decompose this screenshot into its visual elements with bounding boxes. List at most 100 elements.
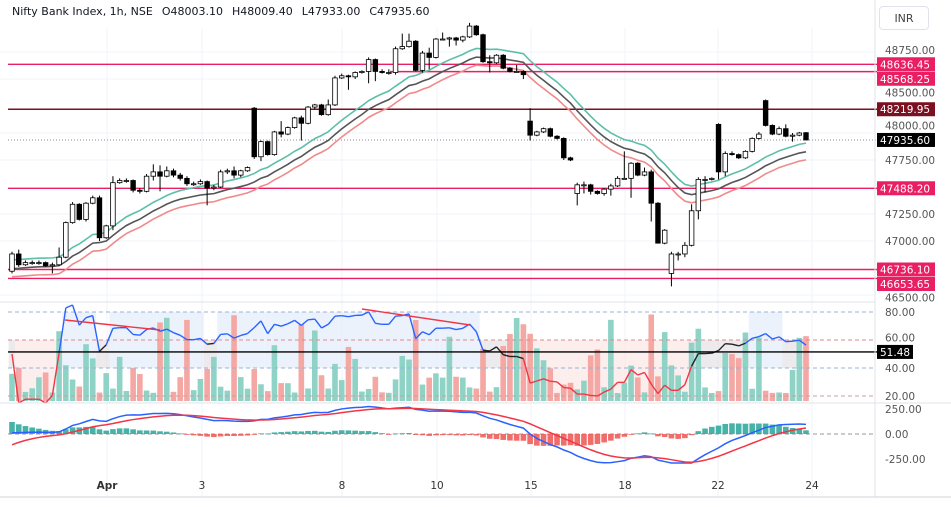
rsi-value-tag <box>877 344 913 359</box>
rsi-pane: 51.48 80.00 60.00 40.00 20.00 <box>8 304 915 404</box>
volume-bar <box>634 377 641 401</box>
volume-bar <box>137 374 143 401</box>
rsi-zone <box>109 312 117 368</box>
candle-up <box>446 37 453 40</box>
ma-fast-line <box>11 47 807 261</box>
macd-histogram-bar <box>298 431 305 434</box>
candle-up <box>722 153 728 173</box>
volume-bar <box>614 392 621 401</box>
candle-up <box>83 202 89 220</box>
candle-up <box>150 171 157 177</box>
macd-histogram-bar <box>137 430 143 434</box>
volume-bar <box>197 378 204 401</box>
volume-bar <box>285 383 291 401</box>
macd-histogram-bar <box>735 423 742 434</box>
candle-up <box>325 104 331 116</box>
rsi-line-segment <box>637 371 645 376</box>
candle-up <box>513 71 520 73</box>
volume-bar <box>480 348 486 401</box>
candle-up <box>110 182 116 227</box>
macd-histogram-bar <box>110 429 116 434</box>
rsi-line-segment <box>294 319 302 326</box>
candle-up <box>601 188 607 194</box>
macd-histogram-bar <box>359 431 365 434</box>
rsi-zone <box>176 312 184 368</box>
rsi-line-segment <box>731 343 739 347</box>
volume-bar <box>682 391 688 401</box>
macd-histogram-bar <box>695 431 702 434</box>
volume-bar <box>76 386 83 401</box>
volume-bar <box>796 337 803 401</box>
macd-histogram-bar <box>386 434 392 435</box>
macd-histogram-bar <box>22 426 29 434</box>
macd-histogram-bar <box>190 434 197 436</box>
volume-bar <box>338 380 345 401</box>
candle-up <box>702 179 708 181</box>
macd-histogram-bar <box>500 434 507 440</box>
rsi-line-segment <box>415 331 423 340</box>
macd-histogram-bar <box>493 434 500 440</box>
macd-histogram-bar <box>116 428 123 434</box>
price-tick-label: 48500.00 <box>885 87 935 99</box>
rsi-line-segment <box>543 378 551 382</box>
rsi-line-segment <box>240 332 248 337</box>
volume-bar <box>460 377 466 401</box>
candle-down <box>251 107 257 158</box>
volume-bar <box>776 392 782 401</box>
macd-histogram-bar <box>399 433 406 435</box>
candle-up <box>574 184 580 194</box>
macd-line <box>11 405 807 464</box>
rsi-line-segment <box>630 369 639 376</box>
candle-down <box>16 253 22 266</box>
macd-histogram-bar <box>507 434 513 441</box>
rsi-zone <box>654 340 662 396</box>
candle-up <box>709 177 715 180</box>
rsi-tick-label: 20.00 <box>885 391 915 403</box>
rsi-line-segment <box>563 386 571 389</box>
volume-bar <box>103 373 110 401</box>
candle-down <box>413 40 419 71</box>
macd-histogram-bar <box>641 432 648 434</box>
rsi-zone <box>634 340 642 396</box>
rsi-line-segment <box>11 353 20 404</box>
rsi-tick-label: 40.00 <box>885 363 915 375</box>
macd-histogram-bar <box>574 434 581 446</box>
rsi-zone <box>210 340 218 368</box>
rsi-line-segment <box>226 333 235 339</box>
rsi-line-segment <box>166 328 174 334</box>
candle-up <box>285 127 291 135</box>
candle-up <box>9 253 15 272</box>
macd-histogram-bar <box>170 432 177 434</box>
time-axis[interactable]: Apr 3 8 10 15 18 22 24 <box>97 480 819 492</box>
rsi-line-segment <box>361 311 369 316</box>
candle-down <box>648 171 654 204</box>
volume-bar <box>157 322 163 401</box>
macd-histogram-bar <box>311 430 318 434</box>
rsi-line-segment <box>98 344 107 352</box>
macd-histogram-bar <box>231 434 237 436</box>
price-tick-label: 48750.00 <box>885 45 935 57</box>
currency-button[interactable]: INR <box>879 6 929 30</box>
rsi-line-segment <box>334 314 342 317</box>
volume-bar <box>749 388 755 401</box>
rsi-line-segment <box>570 387 578 395</box>
volume-bar <box>69 379 76 401</box>
horizontal-levels[interactable]: 48636.45 48568.25 48219.95 47935.60 47488.20… <box>8 57 935 292</box>
macd-histogram-bar <box>217 434 224 437</box>
macd-histogram-bar <box>204 434 210 437</box>
macd-histogram-bar <box>291 431 298 434</box>
rsi-zone <box>493 340 500 368</box>
rsi-line-segment <box>139 328 148 336</box>
macd-histogram-bar <box>9 422 15 434</box>
macd-histogram-bar <box>460 434 466 436</box>
macd-histogram-bar <box>648 433 655 435</box>
macd-histogram-bar <box>103 430 110 434</box>
volume-bar <box>486 391 493 401</box>
macd-histogram-bar <box>762 423 769 434</box>
rsi-zone <box>143 312 150 368</box>
volume-bar <box>742 332 749 401</box>
rsi-line-segment <box>449 327 457 331</box>
rsi-line-segment <box>745 337 753 344</box>
